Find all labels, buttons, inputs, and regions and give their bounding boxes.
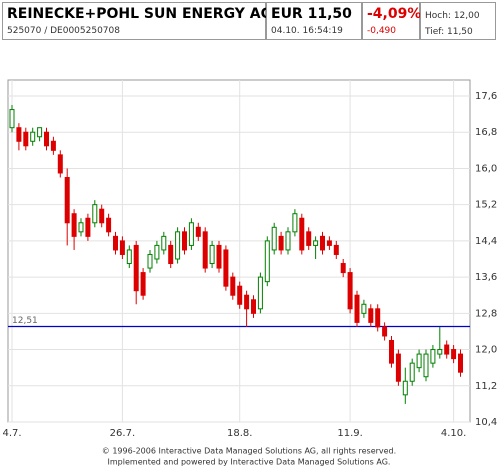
candle-body	[326, 240, 332, 246]
candle-body	[320, 235, 325, 251]
candle-body	[78, 222, 84, 233]
candle-body	[30, 131, 36, 142]
candle-body	[168, 244, 174, 265]
candle-body	[395, 353, 401, 382]
candle-body	[182, 231, 187, 251]
candle-body	[340, 263, 346, 274]
candle-body	[368, 308, 374, 323]
candle-body	[57, 154, 63, 174]
plot-frame	[7, 79, 471, 423]
y-tick-label: 12,8	[475, 308, 497, 319]
candle-body	[50, 140, 56, 151]
stock-name: REINECKE+POHL SUN ENERGY AG I...	[7, 6, 299, 22]
candle-body	[389, 340, 394, 364]
candle-body	[423, 353, 429, 378]
candle-body	[361, 303, 367, 314]
candle-body	[313, 240, 319, 246]
change-abs: -0,490	[367, 26, 397, 36]
x-tick-label: 4.10.	[441, 428, 466, 439]
candle-body	[458, 353, 463, 373]
candle-body	[9, 109, 15, 129]
change-pct: -4,09%	[367, 6, 422, 22]
candle-body	[223, 249, 229, 287]
candle-body	[264, 240, 270, 283]
candle-body	[85, 217, 91, 237]
candle-body	[71, 213, 77, 237]
candle-body	[92, 204, 98, 224]
candle-body	[292, 213, 298, 233]
y-tick-label: 13,6	[475, 272, 497, 283]
candle-body	[430, 349, 436, 364]
y-tick-label: 16,8	[475, 127, 497, 138]
candle-body	[64, 177, 70, 224]
candle-body	[106, 217, 112, 233]
y-tick-label: 15,2	[475, 200, 497, 211]
candle-body	[99, 208, 105, 224]
candle-body	[175, 231, 181, 260]
candle-body	[257, 276, 263, 310]
time: 04.10. 16:54:19	[271, 26, 343, 36]
candle-body	[437, 349, 443, 355]
y-tick-label: 14,4	[475, 236, 497, 247]
reference-label: 12,51	[12, 316, 38, 326]
y-tick-label: 11,2	[475, 381, 497, 392]
candle-body	[202, 231, 208, 269]
x-tick-label: 18.8.	[227, 428, 252, 439]
candle-body	[154, 244, 160, 260]
price-box: EUR 11,50 04.10. 16:54:19	[266, 2, 362, 40]
range-box: Hoch: 12,00 Tief: 11,50	[420, 2, 496, 40]
candle-body	[230, 276, 236, 296]
candle-body	[285, 231, 291, 251]
x-tick-label: 11.9.	[337, 428, 362, 439]
candle-body	[188, 222, 194, 246]
y-tick-label: 12,0	[475, 345, 497, 356]
day-high: Hoch: 12,00	[425, 11, 480, 21]
candle-body	[251, 299, 256, 314]
candle-body	[451, 349, 457, 360]
candle-body	[382, 326, 388, 337]
candle-body	[237, 285, 243, 305]
candle-body	[126, 249, 132, 265]
candle-body	[244, 294, 250, 310]
candle-body	[44, 131, 49, 147]
candle-body	[216, 244, 222, 269]
candle-body	[271, 226, 277, 251]
candle-body	[347, 272, 353, 310]
candle-body	[195, 226, 201, 237]
candle-body	[16, 127, 22, 142]
y-tick-label: 16,0	[475, 163, 497, 174]
candle-body	[402, 380, 408, 396]
candle-body	[409, 362, 415, 382]
candle-body	[299, 217, 305, 251]
candle-body	[119, 240, 125, 255]
y-tick-label: 10,4	[475, 417, 497, 428]
candle-body	[161, 235, 167, 251]
candle-body	[306, 231, 312, 246]
candle-body	[23, 131, 29, 147]
candle-body	[37, 127, 43, 138]
candle-body	[278, 235, 284, 251]
footer-line: © 1996-2006 Interactive Data Managed Sol…	[102, 447, 396, 456]
candle-body	[354, 294, 360, 323]
stock-ids: 525070 / DE0005250708	[7, 26, 120, 36]
candle-body	[113, 235, 118, 251]
candle-body	[444, 344, 450, 355]
candle-body	[375, 308, 381, 328]
x-tick-label: 26.7.	[110, 428, 135, 439]
candle-body	[416, 353, 422, 369]
name-box: REINECKE+POHL SUN ENERGY AG I... 525070 …	[2, 2, 298, 40]
change-box: -4,09% -0,490	[362, 2, 422, 40]
candle-body	[133, 244, 139, 292]
candle-body	[209, 244, 215, 265]
candle-body	[140, 272, 146, 296]
y-tick-label: 17,6	[475, 91, 497, 102]
candle-body	[333, 244, 339, 255]
footer-line: Implemented and powered by Interactive D…	[108, 458, 391, 467]
x-tick-label: 4.7.	[2, 428, 21, 439]
candle-body	[147, 253, 153, 269]
day-low: Tief: 11,50	[425, 27, 473, 37]
price: EUR 11,50	[271, 6, 352, 22]
